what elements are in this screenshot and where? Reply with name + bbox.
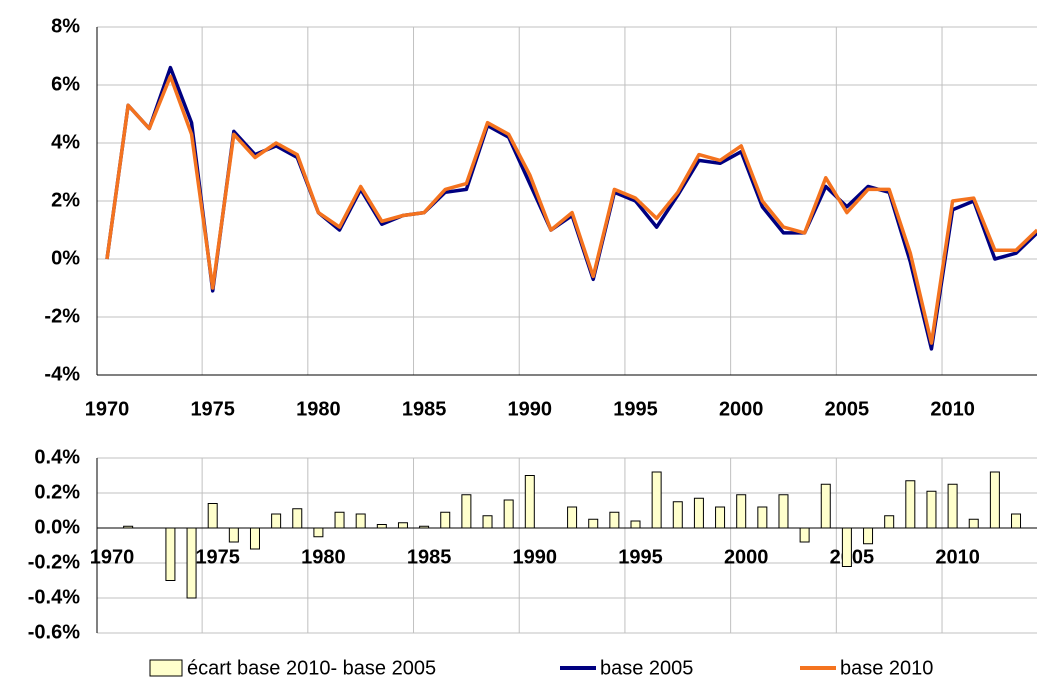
y-tick-label: 0% <box>51 247 80 269</box>
bar <box>271 513 282 529</box>
bar <box>524 475 535 529</box>
bar <box>630 520 641 529</box>
x-tick-label: 2000 <box>719 398 764 420</box>
bar <box>799 527 810 543</box>
bar <box>292 508 303 529</box>
bar <box>249 527 260 550</box>
x-tick-label: 2010 <box>935 546 980 568</box>
bar <box>440 511 451 529</box>
y-tick-label: 2% <box>51 189 80 211</box>
y-tick-label: 6% <box>51 73 80 95</box>
bar <box>609 511 620 529</box>
line-series <box>105 74 1037 345</box>
x-tick-label: 1970 <box>85 398 130 420</box>
y-tick-label: 8% <box>51 15 80 37</box>
line-series <box>105 65 1037 351</box>
y-tick-label: -0.2% <box>28 551 80 573</box>
bar <box>926 490 937 529</box>
bar <box>186 527 197 599</box>
bar <box>757 506 768 529</box>
x-tick-label: 1980 <box>296 398 341 420</box>
bar <box>355 513 366 529</box>
bar <box>989 471 1000 529</box>
y-tick-label: -4% <box>44 363 80 385</box>
bar <box>651 471 662 529</box>
bar <box>419 525 430 529</box>
bar <box>905 480 916 529</box>
bar <box>397 522 408 529</box>
x-tick-label: 1990 <box>513 546 558 568</box>
x-tick-label: 1980 <box>301 546 346 568</box>
x-tick-label: 1985 <box>407 546 452 568</box>
bar <box>968 518 979 529</box>
y-tick-label: 0.4% <box>34 446 80 468</box>
x-tick-label: 1990 <box>508 398 553 420</box>
bar <box>588 518 599 529</box>
bar <box>672 501 683 529</box>
x-tick-label: 1985 <box>402 398 447 420</box>
x-tick-label: 2000 <box>724 546 769 568</box>
y-tick-label: 0.0% <box>34 516 80 538</box>
x-tick-label: 2010 <box>930 398 975 420</box>
bar <box>567 506 578 529</box>
legend-label: écart base 2010- base 2005 <box>187 657 436 679</box>
bar <box>715 506 726 529</box>
y-tick-label: 0.2% <box>34 481 80 503</box>
bar <box>165 527 176 581</box>
bar <box>313 527 324 538</box>
bar <box>820 483 831 529</box>
bar <box>123 525 134 529</box>
bar <box>693 497 704 529</box>
x-tick-label: 1975 <box>190 398 235 420</box>
bar <box>778 494 789 529</box>
x-tick-label: 1975 <box>195 546 240 568</box>
legend-label: base 2005 <box>600 657 693 679</box>
x-tick-label: 1995 <box>613 398 658 420</box>
x-tick-label: 2005 <box>825 398 870 420</box>
bar <box>863 527 874 545</box>
bar <box>841 527 852 567</box>
y-tick-label: 4% <box>51 131 80 153</box>
y-tick-label: -0.6% <box>28 621 80 643</box>
bar <box>376 524 387 529</box>
bar <box>461 494 472 529</box>
bar <box>207 503 218 529</box>
legend-label: base 2010 <box>840 657 933 679</box>
bar <box>736 494 747 529</box>
legend-swatch <box>149 659 183 677</box>
bar <box>947 483 958 529</box>
x-tick-label: 1970 <box>90 546 135 568</box>
x-tick-label: 1995 <box>618 546 663 568</box>
bar <box>884 515 895 529</box>
y-tick-label: -2% <box>44 305 80 327</box>
bar <box>228 527 239 543</box>
bar <box>334 511 345 529</box>
bar <box>1011 513 1022 529</box>
bar <box>482 515 493 529</box>
y-tick-label: -0.4% <box>28 586 80 608</box>
bar <box>503 499 514 529</box>
